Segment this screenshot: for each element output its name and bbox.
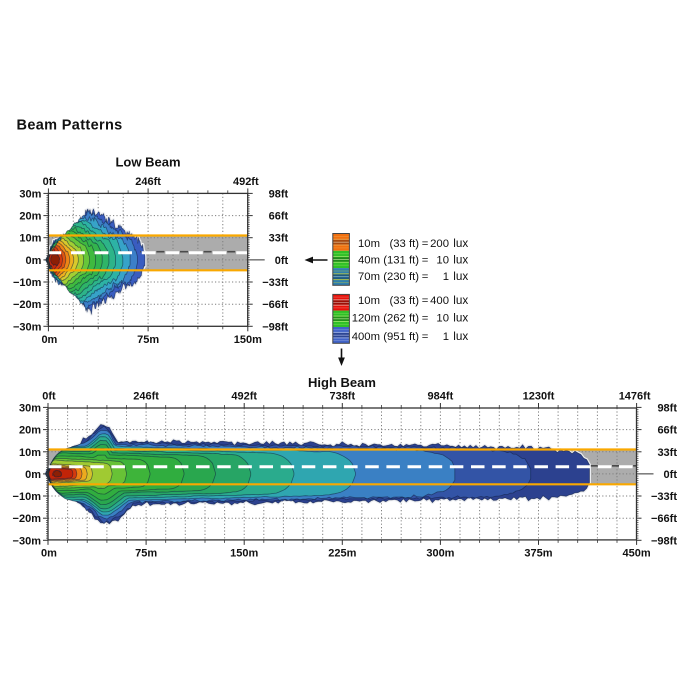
svg-text:lux: lux — [453, 312, 468, 325]
svg-text:lux: lux — [453, 237, 468, 250]
svg-text:−20m: −20m — [13, 513, 42, 525]
svg-text:lux: lux — [453, 330, 468, 343]
svg-text:(262 ft): (262 ft) — [383, 313, 419, 325]
svg-text:=: = — [422, 255, 429, 267]
svg-text:1: 1 — [443, 331, 449, 343]
svg-text:10m: 10m — [358, 238, 380, 250]
svg-text:98ft: 98ft — [657, 402, 677, 414]
svg-text:10: 10 — [436, 255, 449, 267]
svg-text:(33 ft): (33 ft) — [389, 238, 419, 250]
svg-text:−10m: −10m — [13, 491, 42, 503]
svg-text:10m: 10m — [19, 233, 41, 245]
svg-text:66ft: 66ft — [269, 211, 289, 223]
svg-text:Low Beam: Low Beam — [115, 155, 180, 170]
svg-text:lux: lux — [453, 294, 468, 307]
svg-text:−33ft: −33ft — [651, 491, 677, 503]
svg-text:0m: 0m — [25, 469, 41, 481]
svg-text:20m: 20m — [19, 211, 41, 223]
svg-text:1230ft: 1230ft — [523, 391, 555, 403]
svg-text:−66ft: −66ft — [262, 299, 288, 311]
svg-text:492ft: 492ft — [233, 176, 259, 188]
svg-text:=: = — [422, 295, 429, 307]
svg-text:−30m: −30m — [13, 535, 42, 547]
svg-text:0ft: 0ft — [42, 391, 56, 403]
svg-text:33ft: 33ft — [269, 233, 289, 245]
svg-text:98ft: 98ft — [269, 188, 289, 200]
svg-text:33ft: 33ft — [657, 447, 677, 459]
svg-text:−10m: −10m — [13, 277, 42, 289]
svg-text:400m: 400m — [352, 331, 380, 343]
svg-text:300m: 300m — [426, 547, 454, 559]
svg-text:984ft: 984ft — [428, 391, 454, 403]
svg-text:10m: 10m — [19, 447, 41, 459]
svg-text:lux: lux — [453, 270, 468, 283]
svg-text:−20m: −20m — [13, 299, 42, 311]
svg-text:0m: 0m — [41, 547, 57, 559]
svg-text:0ft: 0ft — [275, 255, 289, 267]
svg-text:0m: 0m — [25, 255, 41, 267]
svg-text:738ft: 738ft — [329, 391, 355, 403]
svg-text:−98ft: −98ft — [651, 535, 677, 547]
svg-text:−30m: −30m — [13, 321, 42, 333]
svg-text:150m: 150m — [230, 547, 258, 559]
svg-text:−33ft: −33ft — [262, 277, 288, 289]
svg-text:120m: 120m — [352, 313, 380, 325]
svg-text:(951 ft): (951 ft) — [383, 331, 419, 343]
svg-text:450m: 450m — [623, 547, 651, 559]
svg-text:200: 200 — [430, 238, 449, 250]
svg-text:10m: 10m — [358, 295, 380, 307]
svg-text:lux: lux — [453, 254, 468, 267]
svg-text:246ft: 246ft — [135, 176, 161, 188]
svg-text:30m: 30m — [19, 402, 41, 414]
svg-text:66ft: 66ft — [657, 425, 677, 437]
svg-text:(33 ft): (33 ft) — [389, 295, 419, 307]
svg-text:225m: 225m — [328, 547, 356, 559]
svg-text:=: = — [422, 238, 429, 250]
svg-text:40m: 40m — [358, 255, 380, 267]
svg-text:0ft: 0ft — [43, 176, 57, 188]
svg-text:(230 ft): (230 ft) — [383, 271, 419, 283]
svg-text:=: = — [422, 271, 429, 283]
svg-text:30m: 30m — [19, 188, 41, 200]
svg-text:150m: 150m — [234, 334, 262, 346]
svg-text:10: 10 — [436, 313, 449, 325]
svg-text:0ft: 0ft — [664, 469, 678, 481]
svg-text:375m: 375m — [524, 547, 552, 559]
svg-text:246ft: 246ft — [133, 391, 159, 403]
svg-text:0m: 0m — [41, 334, 57, 346]
svg-text:492ft: 492ft — [231, 391, 257, 403]
svg-text:(131 ft): (131 ft) — [383, 255, 419, 267]
svg-text:400: 400 — [430, 295, 449, 307]
svg-text:High Beam: High Beam — [308, 375, 376, 390]
svg-text:75m: 75m — [137, 334, 159, 346]
svg-text:−98ft: −98ft — [262, 321, 288, 333]
svg-text:=: = — [422, 331, 429, 343]
svg-text:75m: 75m — [135, 547, 157, 559]
svg-text:=: = — [422, 313, 429, 325]
svg-text:1: 1 — [443, 271, 449, 283]
svg-text:−66ft: −66ft — [651, 513, 677, 525]
svg-text:20m: 20m — [19, 425, 41, 437]
svg-text:70m: 70m — [358, 271, 380, 283]
svg-text:1476ft: 1476ft — [619, 391, 651, 403]
svg-text:Beam Patterns: Beam Patterns — [17, 118, 123, 134]
